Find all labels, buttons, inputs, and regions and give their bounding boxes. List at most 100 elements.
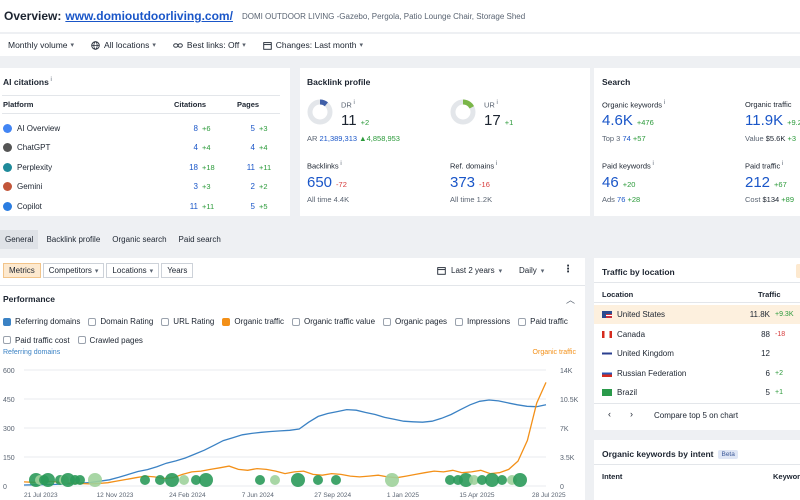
ai-platform-row[interactable]: Gemini 3 +3 2 +2 xyxy=(3,180,278,194)
location-row[interactable]: Canada 88 -18 xyxy=(594,325,800,344)
legend-checkbox[interactable] xyxy=(161,317,170,326)
traffic-value[interactable]: 11.8K xyxy=(749,310,770,319)
traffic-value[interactable]: 5 xyxy=(765,388,770,398)
ur-metric[interactable]: 17 +1 xyxy=(484,112,513,129)
citations-value[interactable]: 8 xyxy=(193,123,198,133)
legend-checkbox[interactable] xyxy=(455,317,464,326)
legend-item[interactable]: Referring domains xyxy=(3,313,80,330)
dr-metric[interactable]: 11 +2 xyxy=(341,112,369,129)
legend-checkbox[interactable] xyxy=(88,317,97,326)
annotation-marker xyxy=(140,475,150,485)
legend-label: Organic pages xyxy=(395,317,448,326)
years-tab[interactable]: Years xyxy=(161,263,194,278)
location-row[interactable]: United Kingdom 12 xyxy=(594,344,800,363)
pages-delta: +2 xyxy=(259,182,268,192)
location-row[interactable]: Brazil 5 +1 xyxy=(594,383,800,402)
pages-value[interactable]: 11 xyxy=(246,162,255,172)
pages-value[interactable]: 2 xyxy=(250,182,255,192)
ar-value[interactable]: 21,389,313 xyxy=(319,134,358,143)
organic-traffic-metric[interactable]: 11.9K +9.2 xyxy=(745,112,800,129)
traffic-value[interactable]: 6 xyxy=(765,368,770,378)
location-filter[interactable]: All locations ▾ xyxy=(91,40,156,50)
prev-page-icon[interactable]: ‹ xyxy=(608,409,611,419)
citations-value[interactable]: 4 xyxy=(193,143,198,153)
legend-checkbox[interactable] xyxy=(3,317,11,326)
metrics-toolbar: Metrics Competitors ▾ Locations ▾ Years xyxy=(3,263,194,278)
top3-value[interactable]: 74 xyxy=(622,134,631,143)
annotation-marker xyxy=(313,475,323,485)
next-page-icon[interactable]: › xyxy=(630,409,633,419)
legend-checkbox[interactable] xyxy=(292,317,301,326)
legend-checkbox[interactable] xyxy=(222,317,231,326)
performance-chart[interactable]: 600 14K 450 10.5K 300 7K 150 3.5K 0 0 21 Jul 2023 1… xyxy=(0,358,585,500)
legend-item[interactable]: Impressions xyxy=(455,313,510,330)
tab-paid-search[interactable]: Paid search xyxy=(178,235,221,244)
tab-organic-search[interactable]: Organic search xyxy=(112,235,167,244)
legend-checkbox[interactable] xyxy=(383,317,392,326)
pages-delta: +11 xyxy=(259,162,272,172)
compare-top5-link[interactable]: Compare top 5 on chart xyxy=(654,411,739,420)
collapse-chevron-icon[interactable]: ︿ xyxy=(566,295,576,305)
best-links-filter-label: Best links: Off xyxy=(186,40,240,50)
competitors-tab-label: Competitors xyxy=(48,266,92,275)
traffic-value[interactable]: 88 xyxy=(761,329,770,339)
info-icon[interactable]: i xyxy=(662,100,666,106)
legend-item[interactable]: Organic traffic value xyxy=(292,313,375,330)
location-row[interactable]: United States 11.8K +9.3K xyxy=(594,305,800,324)
legend-item[interactable]: URL Rating xyxy=(161,313,214,330)
legend-item[interactable]: Organic pages xyxy=(383,313,447,330)
ai-platform-row[interactable]: Perplexity 18 +18 11 +11 xyxy=(3,160,278,174)
citations-value[interactable]: 3 xyxy=(193,182,198,192)
best-links-filter[interactable]: Best links: Off ▾ xyxy=(173,40,246,50)
tab-general[interactable]: General xyxy=(0,230,39,249)
keywords-by-intent-card: Organic keywords by intent Beta Intent K… xyxy=(594,440,800,500)
domain-link[interactable]: www.domioutdoorliving.com/ xyxy=(65,9,233,23)
ai-platform-row[interactable]: AI Overview 8 +6 5 +3 xyxy=(3,121,278,135)
more-options-icon[interactable]: ⋮ xyxy=(563,264,573,275)
ads-value[interactable]: 76 xyxy=(617,195,626,204)
locations-tab[interactable]: Locations ▾ xyxy=(106,263,160,278)
citations-value[interactable]: 18 xyxy=(189,162,198,172)
pages-value[interactable]: 5 xyxy=(250,123,255,133)
location-row[interactable]: Russian Federation 6 +2 xyxy=(594,364,800,383)
traffic-value[interactable]: 12 xyxy=(761,349,770,359)
volume-filter[interactable]: Monthly volume ▾ xyxy=(8,40,74,50)
info-icon[interactable]: i xyxy=(338,161,342,167)
granularity-select[interactable]: Daily ▾ xyxy=(519,266,544,275)
ai-platform-row[interactable]: ChatGPT 4 +4 4 +4 xyxy=(3,141,278,155)
info-icon[interactable]: i xyxy=(351,100,355,106)
legend-item[interactable]: Paid traffic cost xyxy=(3,332,70,349)
legend-item[interactable]: Domain Rating xyxy=(88,313,153,330)
pages-value[interactable]: 4 xyxy=(250,143,255,153)
paid-traffic-metric[interactable]: 212 +67 xyxy=(745,174,787,191)
legend-checkbox[interactable] xyxy=(518,317,527,326)
legend-checkbox[interactable] xyxy=(77,336,86,344)
info-icon[interactable]: i xyxy=(650,161,654,167)
legend-item[interactable]: Paid traffic xyxy=(518,313,568,330)
toggle-button[interactable] xyxy=(796,264,800,278)
pages-value[interactable]: 5 xyxy=(250,201,255,211)
tab-backlink-profile[interactable]: Backlink profile xyxy=(46,235,101,244)
changes-filter[interactable]: Changes: Last month ▾ xyxy=(262,40,363,50)
annotation-marker xyxy=(191,475,201,485)
info-icon[interactable]: i xyxy=(780,161,784,167)
organic-keywords-metric[interactable]: 4.6K +476 xyxy=(602,112,654,129)
divider xyxy=(0,285,585,286)
period-select[interactable]: Last 2 years ▾ xyxy=(437,266,502,275)
info-icon[interactable]: i xyxy=(494,100,498,106)
legend-item[interactable]: Organic traffic xyxy=(222,313,284,330)
ai-platform-row[interactable]: Copilot 11 +11 5 +5 xyxy=(3,199,278,213)
citations-value[interactable]: 11 xyxy=(189,201,198,211)
info-icon[interactable]: i xyxy=(494,161,498,167)
right-tick-label: 7K xyxy=(560,426,569,433)
legend-label: Paid traffic cost xyxy=(15,335,70,345)
metrics-tab[interactable]: Metrics xyxy=(3,263,41,278)
competitors-tab[interactable]: Competitors ▾ xyxy=(42,263,105,278)
legend-checkbox[interactable] xyxy=(3,336,11,344)
legend-item[interactable]: Crawled pages xyxy=(77,332,143,349)
refdomains-metric[interactable]: 373 -16 xyxy=(450,174,490,191)
backlinks-metric[interactable]: 650 -72 xyxy=(307,174,347,191)
paid-keywords-metric[interactable]: 46 +20 xyxy=(602,174,635,191)
ca-flag xyxy=(602,330,612,338)
info-icon[interactable]: i xyxy=(48,77,52,84)
